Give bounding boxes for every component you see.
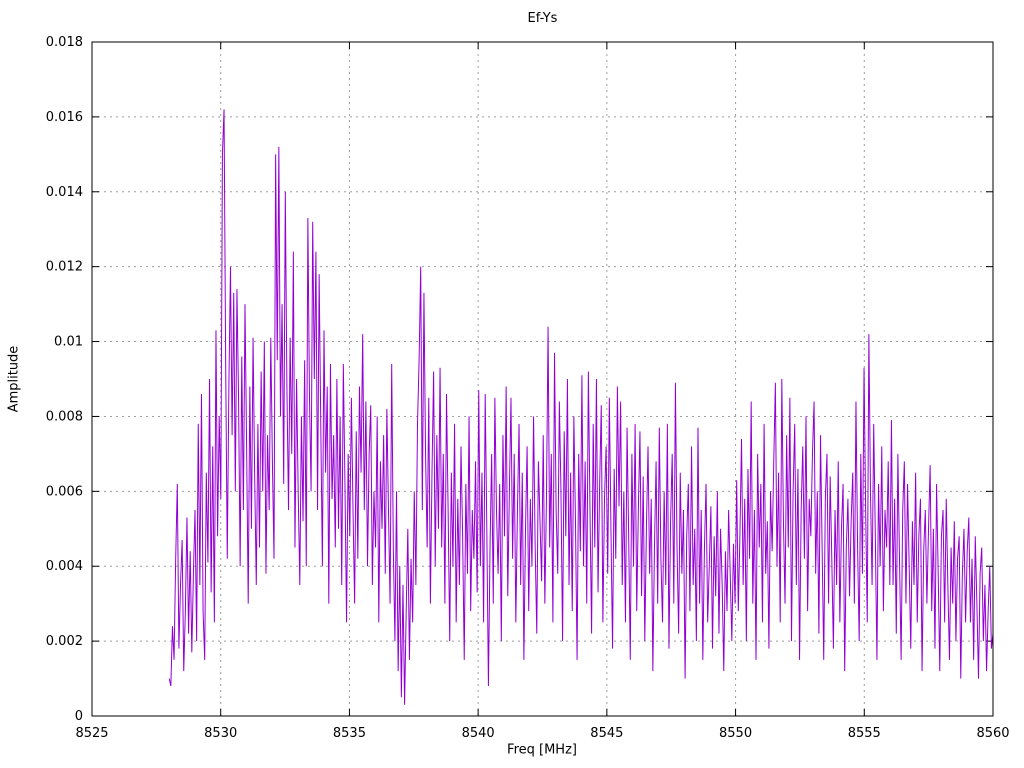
x-tick-label: 8535	[333, 726, 366, 741]
x-tick-label: 8560	[976, 726, 1009, 741]
y-tick-label: 0.014	[46, 185, 83, 200]
x-tick-label: 8555	[848, 726, 881, 741]
y-tick-label: 0.012	[46, 260, 83, 275]
y-tick-label: 0.01	[54, 335, 83, 350]
plot-border	[91, 41, 994, 717]
y-tick-label: 0.004	[46, 559, 83, 574]
x-tick-label: 8525	[75, 726, 108, 741]
y-tick-label: 0.008	[46, 409, 83, 424]
y-tick-label: 0.006	[46, 484, 83, 499]
y-tick-label: 0.016	[46, 110, 83, 125]
y-tick-label: 0.018	[46, 35, 83, 50]
x-tick-label: 8530	[204, 726, 237, 741]
x-tick-label: 8540	[462, 726, 495, 741]
y-tick-label: 0.002	[46, 634, 83, 649]
spectrum-trace	[168, 109, 994, 705]
y-tick-label: 0	[75, 709, 83, 724]
x-tick-label: 8550	[719, 726, 752, 741]
x-axis-label: Freq [MHz]	[507, 742, 577, 758]
chart-title: Ef-Ys	[527, 11, 558, 26]
x-tick-label: 8545	[590, 726, 623, 741]
